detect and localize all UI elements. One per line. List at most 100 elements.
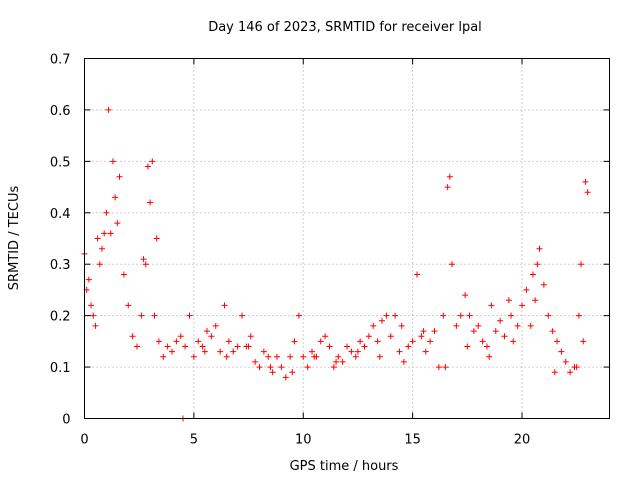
y-tick-label: 0.2 xyxy=(50,310,71,325)
x-tick-label: 15 xyxy=(404,433,421,448)
data-point xyxy=(488,302,495,309)
data-point xyxy=(523,286,530,293)
data-point xyxy=(370,322,377,329)
data-point xyxy=(501,333,508,340)
data-point xyxy=(247,333,254,340)
data-point xyxy=(486,353,493,360)
data-point xyxy=(85,276,92,283)
data-point xyxy=(182,343,189,350)
y-tick-label: 0.7 xyxy=(50,53,71,68)
data-point xyxy=(309,348,315,355)
data-point xyxy=(348,348,355,355)
data-point xyxy=(177,333,184,340)
data-point xyxy=(387,333,394,340)
data-point xyxy=(155,338,162,345)
data-point xyxy=(92,322,99,329)
data-point xyxy=(365,333,372,340)
data-point xyxy=(291,338,298,345)
data-point xyxy=(239,312,245,319)
data-points xyxy=(81,106,591,422)
data-point xyxy=(300,353,307,360)
data-point xyxy=(549,328,556,335)
data-point xyxy=(99,245,105,252)
data-point xyxy=(510,338,517,345)
data-point xyxy=(505,297,512,304)
data-point xyxy=(94,235,101,242)
data-point xyxy=(103,209,110,216)
data-point xyxy=(464,343,471,350)
y-axis-label: SRMTID / TECUs xyxy=(7,186,22,291)
data-point xyxy=(562,358,569,365)
data-point xyxy=(90,312,97,319)
data-point xyxy=(105,106,112,113)
data-point xyxy=(269,369,276,376)
data-point xyxy=(497,317,504,324)
y-tick-label: 0.6 xyxy=(50,104,71,119)
data-point xyxy=(208,333,215,340)
data-point xyxy=(335,353,342,360)
tick-marks xyxy=(84,58,610,419)
data-point xyxy=(449,261,455,268)
data-point xyxy=(573,364,580,371)
data-point xyxy=(317,338,324,345)
plot-frame xyxy=(84,58,610,419)
data-point xyxy=(330,364,337,371)
data-point xyxy=(339,358,346,365)
data-point xyxy=(529,271,536,278)
data-point xyxy=(144,163,151,170)
data-point xyxy=(138,312,145,319)
data-point xyxy=(212,322,219,329)
data-point xyxy=(376,353,383,360)
data-point xyxy=(475,322,482,329)
data-point xyxy=(88,302,95,309)
chart-title: Day 146 of 2023, SRMTID for receiver lpa… xyxy=(208,20,482,35)
data-point xyxy=(420,328,427,335)
x-tick-label: 20 xyxy=(514,433,531,448)
data-point xyxy=(96,261,103,268)
data-point xyxy=(169,348,175,355)
data-point xyxy=(567,369,574,376)
data-point xyxy=(462,292,469,299)
data-point xyxy=(326,343,333,350)
data-point xyxy=(580,338,587,345)
x-tick-labels: 0 5 10 15 20 xyxy=(80,433,530,448)
data-point xyxy=(289,369,296,376)
data-point xyxy=(190,353,197,360)
data-point xyxy=(311,353,318,360)
data-point xyxy=(267,364,274,371)
data-point xyxy=(195,338,202,345)
data-point xyxy=(446,173,453,180)
data-point xyxy=(112,194,119,201)
data-point xyxy=(470,328,477,335)
data-point xyxy=(379,317,385,324)
data-point xyxy=(109,158,116,165)
data-point xyxy=(442,364,449,371)
data-point xyxy=(164,343,171,350)
data-point xyxy=(221,302,228,309)
data-point xyxy=(484,343,490,350)
data-point xyxy=(199,343,206,350)
data-point xyxy=(282,374,289,381)
data-point xyxy=(514,322,521,329)
data-point xyxy=(536,245,543,252)
data-point xyxy=(287,353,294,360)
data-point xyxy=(120,271,127,278)
data-point xyxy=(217,348,224,355)
data-point xyxy=(545,312,552,319)
y-tick-label: 0.5 xyxy=(50,155,71,170)
data-point xyxy=(457,312,464,319)
data-point xyxy=(431,328,438,335)
x-tick-label: 0 xyxy=(80,433,88,448)
data-point xyxy=(140,256,147,263)
data-point xyxy=(125,302,132,309)
data-point xyxy=(392,312,399,319)
data-point xyxy=(453,322,460,329)
data-point xyxy=(383,312,390,319)
data-point xyxy=(427,338,434,345)
data-point xyxy=(256,364,263,371)
data-point xyxy=(116,173,123,180)
data-point xyxy=(508,312,515,319)
data-point xyxy=(405,343,412,350)
data-point xyxy=(134,343,140,350)
x-tick-label: 5 xyxy=(190,433,198,448)
